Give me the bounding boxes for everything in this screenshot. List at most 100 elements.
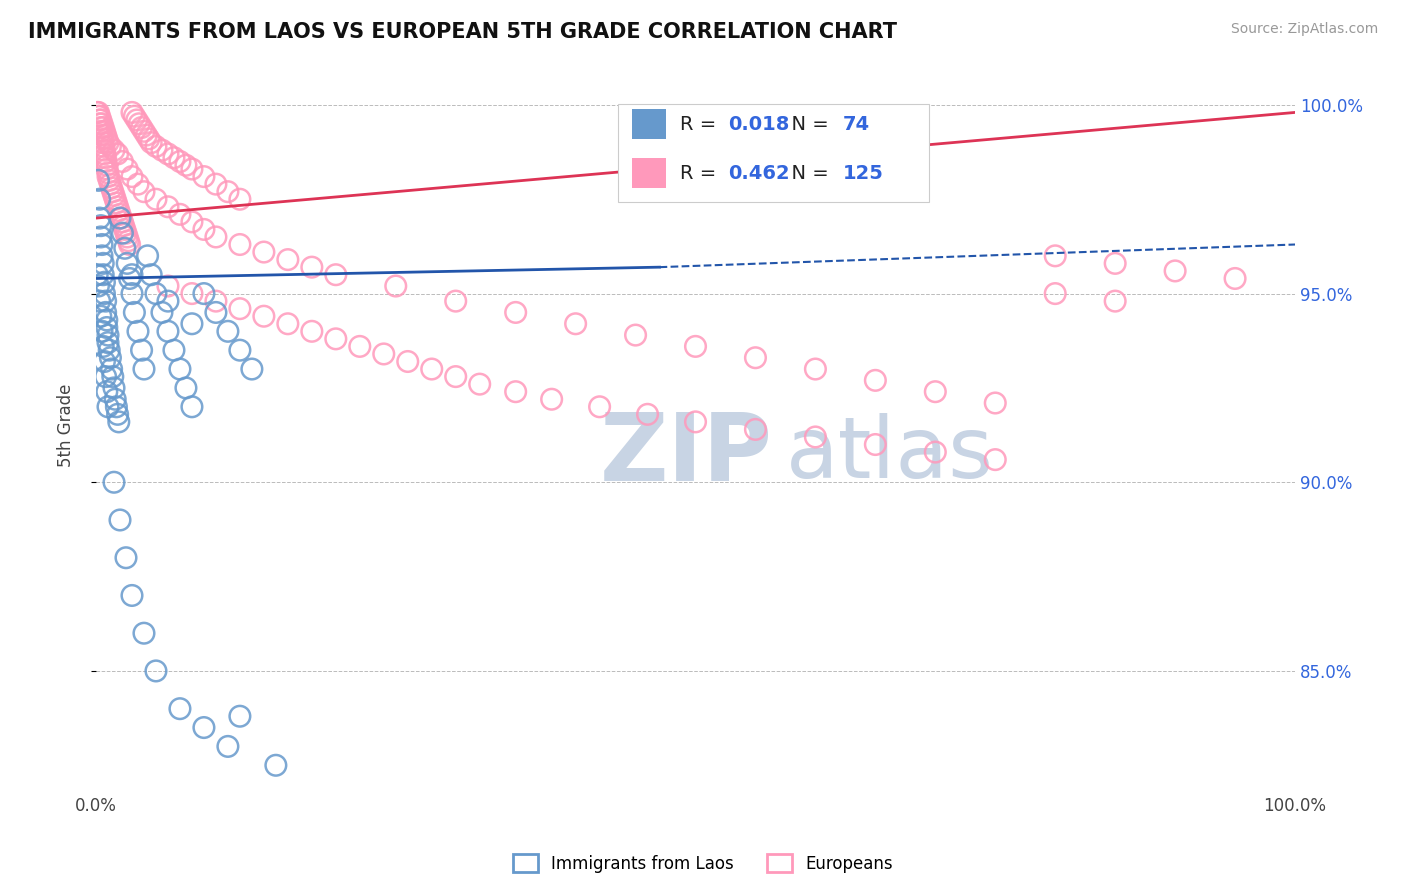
- Point: [205, 177, 228, 191]
- Point: [169, 362, 191, 376]
- Point: [132, 124, 155, 138]
- Point: [121, 105, 143, 120]
- Point: [131, 343, 153, 358]
- Point: [685, 339, 707, 353]
- Point: [96, 158, 118, 172]
- Point: [94, 369, 117, 384]
- Point: [217, 739, 239, 754]
- Point: [97, 400, 120, 414]
- Point: [94, 151, 117, 165]
- Point: [91, 339, 114, 353]
- Point: [121, 268, 143, 282]
- Point: [145, 192, 167, 206]
- Point: [685, 415, 707, 429]
- Point: [132, 362, 155, 376]
- Point: [229, 343, 252, 358]
- Point: [121, 169, 143, 184]
- Point: [87, 279, 110, 293]
- Point: [115, 226, 138, 240]
- Point: [349, 339, 371, 353]
- Point: [91, 139, 114, 153]
- Point: [205, 230, 228, 244]
- Point: [169, 701, 191, 715]
- Point: [174, 381, 197, 395]
- Point: [1104, 256, 1126, 270]
- Point: [115, 550, 138, 565]
- Text: R =: R =: [681, 114, 723, 134]
- Point: [865, 373, 887, 387]
- Y-axis label: 5th Grade: 5th Grade: [58, 384, 75, 467]
- Point: [103, 188, 125, 202]
- Point: [128, 117, 150, 131]
- Text: N =: N =: [779, 114, 835, 134]
- Point: [540, 392, 562, 407]
- Point: [91, 128, 114, 142]
- Point: [111, 154, 134, 169]
- Point: [96, 132, 118, 146]
- Point: [624, 328, 647, 343]
- Point: [115, 162, 138, 177]
- Point: [114, 241, 136, 255]
- Point: [135, 128, 157, 142]
- Point: [93, 124, 115, 138]
- Point: [105, 400, 128, 414]
- Point: [505, 384, 527, 399]
- Point: [91, 324, 114, 338]
- Point: [145, 286, 167, 301]
- Point: [96, 320, 118, 334]
- Text: R =: R =: [681, 163, 723, 183]
- Point: [121, 286, 143, 301]
- Point: [420, 362, 443, 376]
- Point: [94, 128, 117, 142]
- Point: [156, 279, 179, 293]
- Point: [100, 139, 122, 153]
- Point: [97, 335, 120, 350]
- Text: ZIP: ZIP: [599, 409, 772, 501]
- Point: [217, 324, 239, 338]
- Point: [96, 384, 118, 399]
- Point: [87, 109, 110, 123]
- Point: [325, 268, 347, 282]
- Point: [193, 721, 215, 735]
- Point: [145, 139, 167, 153]
- Point: [150, 143, 173, 157]
- Point: [396, 354, 419, 368]
- Point: [1045, 249, 1067, 263]
- Point: [90, 309, 112, 323]
- Point: [169, 154, 191, 169]
- Point: [90, 230, 112, 244]
- Point: [229, 709, 252, 723]
- Point: [564, 317, 586, 331]
- Point: [91, 268, 114, 282]
- Point: [193, 169, 215, 184]
- Point: [118, 271, 141, 285]
- Point: [229, 237, 252, 252]
- Point: [94, 154, 117, 169]
- Text: 0.462: 0.462: [728, 163, 790, 183]
- Text: atlas: atlas: [786, 413, 994, 497]
- Point: [127, 324, 149, 338]
- Point: [277, 317, 299, 331]
- Point: [108, 513, 131, 527]
- Point: [91, 132, 114, 146]
- Text: 125: 125: [844, 163, 884, 183]
- Point: [101, 369, 124, 384]
- Point: [253, 245, 276, 260]
- Point: [205, 294, 228, 309]
- Point: [124, 109, 146, 123]
- Point: [111, 226, 134, 240]
- Point: [240, 362, 263, 376]
- Point: [93, 286, 115, 301]
- Point: [94, 294, 117, 309]
- Point: [97, 136, 120, 150]
- Point: [104, 192, 127, 206]
- Point: [100, 181, 122, 195]
- Point: [131, 120, 153, 135]
- Point: [112, 219, 135, 233]
- Point: [105, 196, 128, 211]
- Point: [101, 185, 124, 199]
- Point: [924, 445, 946, 459]
- Point: [86, 268, 108, 282]
- Point: [505, 305, 527, 319]
- Point: [93, 354, 115, 368]
